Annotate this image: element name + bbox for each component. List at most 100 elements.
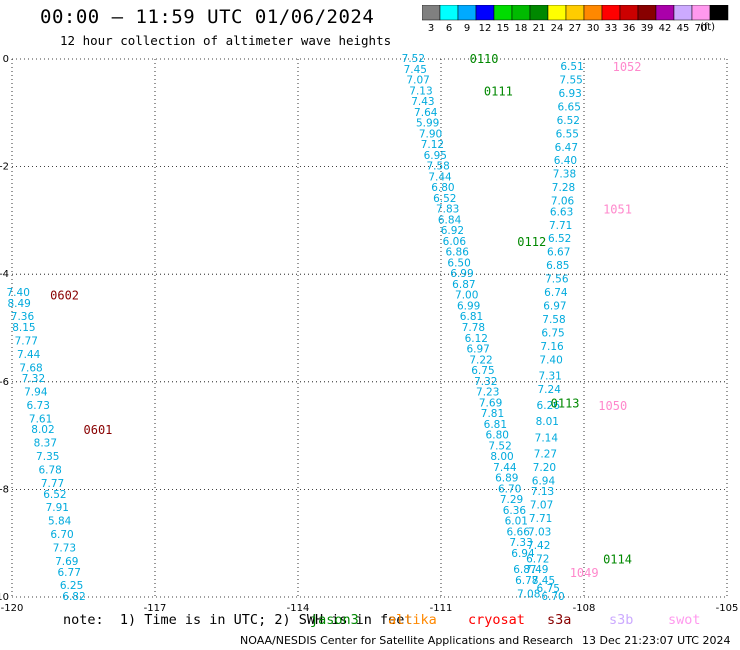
wave-height-value: 6.70	[498, 483, 521, 495]
wave-height-value: 7.73	[53, 543, 76, 555]
wave-height-value: 6.12	[465, 333, 488, 345]
pass-time-label: 0112	[517, 235, 546, 249]
x-tick-label: -111	[430, 603, 453, 614]
wave-height-value: 6.86	[446, 247, 470, 259]
wave-height-value: 7.13	[409, 85, 432, 97]
wave-height-value: 7.03	[528, 526, 551, 538]
wave-height-value: 6.36	[503, 505, 527, 517]
wave-height-value: 7.07	[406, 75, 429, 87]
wave-height-value: 6.75	[471, 365, 494, 377]
y-tick-label: -4	[0, 269, 9, 280]
color-scale-label: 42	[659, 23, 672, 34]
satellite-legend-item: s3a	[547, 612, 572, 628]
wave-height-value: 6.99	[457, 300, 480, 312]
wave-height-value: 7.42	[527, 540, 550, 552]
wave-height-value: 6.78	[38, 465, 61, 477]
wave-height-value: 7.07	[530, 500, 553, 512]
pass-time-label: 0111	[484, 84, 513, 98]
y-tick-label: 0	[3, 54, 9, 65]
wave-height-value: 7.52	[488, 440, 511, 452]
wave-height-value: 6.97	[543, 300, 566, 312]
wave-height-value: 8.01	[536, 416, 559, 428]
wave-height-value: 7.71	[529, 513, 552, 525]
x-tick-label: -108	[573, 603, 596, 614]
color-scale-legend: 3 6 9 12 15 18 21 24 27 30 33 36 39 42 45 70	[422, 5, 729, 34]
wave-height-value: 7.43	[411, 96, 434, 108]
wave-height-value: 7.71	[549, 220, 572, 232]
color-scale-label: 30	[587, 23, 600, 34]
wave-height-value: 7.40	[7, 287, 30, 299]
wave-height-value: 6.75	[541, 327, 564, 339]
color-scale-label: 9	[464, 23, 470, 34]
wave-height-value: 7.20	[533, 462, 556, 474]
wave-height-value: 7.77	[41, 478, 64, 490]
color-scale-label: 27	[569, 23, 582, 34]
color-scale-unit: (ft)	[700, 22, 716, 33]
wave-height-value: 5.99	[416, 118, 439, 130]
pass-time-label: 0113	[551, 396, 580, 410]
y-tick-label: -6	[0, 377, 9, 388]
wave-height-value: 6.93	[558, 88, 581, 100]
wave-height-value: 7.61	[29, 413, 52, 425]
color-scale-label: 39	[641, 23, 654, 34]
wave-height-value: 6.73	[27, 400, 50, 412]
wave-height-value: 7.00	[455, 290, 478, 302]
wave-height-value: 6.74	[544, 287, 568, 299]
color-scale-label: 3	[428, 23, 434, 34]
wave-height-value: 6.94	[532, 475, 556, 487]
wave-height-value: 6.78	[515, 575, 538, 587]
wave-height-value: 7.68	[19, 362, 42, 374]
wave-height-value: 6.80	[486, 430, 509, 442]
wave-height-value: 6.40	[554, 155, 577, 167]
generation-timestamp: 13 Dec 21:23:07 UTC 2024	[582, 634, 731, 647]
wave-height-value: 7.69	[55, 556, 78, 568]
wave-height-value: 7.22	[469, 354, 492, 366]
wave-height-value: 7.44	[17, 349, 41, 361]
wave-height-value: 6.72	[526, 553, 549, 565]
color-scale-label: 36	[623, 23, 636, 34]
pass-time-label: 0601	[84, 423, 113, 437]
wave-height-value: 6.65	[558, 101, 581, 113]
wave-height-value: 7.23	[476, 387, 499, 399]
wave-height-value: 7.31	[538, 370, 561, 382]
wave-height-value: 6.95	[424, 150, 447, 162]
wave-height-value: 8.37	[34, 438, 57, 450]
footer-note: note: 1) Time is in UTC; 2) SWH is in fe…	[63, 612, 413, 628]
pass-time-label: 0114	[603, 552, 632, 566]
y-tick-label: -10	[0, 592, 9, 603]
credit-line: NOAA/NESDIS Center for Satellite Applica…	[240, 634, 574, 647]
wave-height-value: 7.94	[24, 387, 48, 399]
wave-height-value: 7.77	[15, 335, 38, 347]
wave-height-value: 6.84	[438, 214, 462, 226]
wave-height-value: 7.28	[552, 182, 575, 194]
wave-height-value: 7.13	[531, 486, 554, 498]
wave-height-value: 7.29	[500, 494, 523, 506]
wave-height-value: 7.14	[535, 432, 559, 444]
wave-height-value: 7.78	[462, 322, 485, 334]
wave-height-value: 7.45	[532, 575, 555, 587]
color-scale-label: 15	[497, 23, 510, 34]
wave-height-value: 7.45	[404, 64, 427, 76]
wave-height-value: 6.87	[513, 564, 536, 576]
wave-height-value: 6.89	[495, 473, 518, 485]
x-tick-label: -105	[716, 603, 739, 614]
color-scale-label: 33	[605, 23, 618, 34]
color-scale-swatch	[709, 5, 729, 21]
wave-height-value: 6.99	[450, 268, 473, 280]
wave-height-value: 6.81	[460, 311, 483, 323]
wave-height-value: 7.90	[419, 128, 442, 140]
wave-height-value: 6.85	[546, 260, 569, 272]
wave-height-value: 7.56	[545, 274, 569, 286]
satellite-legend-item: altika	[388, 612, 437, 628]
wave-height-value: 6.77	[58, 567, 81, 579]
wave-height-value: 7.32	[474, 376, 497, 388]
wave-height-value: 7.64	[414, 107, 438, 119]
x-tick-label: -114	[287, 603, 310, 614]
wave-height-value: 7.83	[436, 204, 459, 216]
wave-height-value: 7.33	[509, 537, 532, 549]
wave-height-value: 6.92	[441, 225, 464, 237]
wave-height-value: 7.16	[540, 341, 564, 353]
wave-height-value: 6.52	[43, 489, 66, 501]
wave-height-value: 8.15	[12, 322, 35, 334]
